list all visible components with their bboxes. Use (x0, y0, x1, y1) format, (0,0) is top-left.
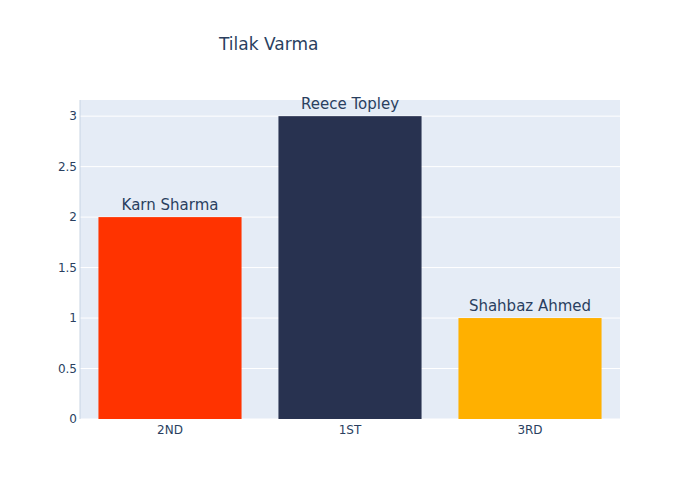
y-tick-label: 2 (69, 210, 77, 224)
bar-annotation: Reece Topley (301, 95, 399, 113)
x-tick-label: 3RD (517, 423, 542, 437)
y-tick-label: 2.5 (58, 160, 77, 174)
bar (458, 318, 601, 419)
y-tick-label: 0.5 (58, 362, 77, 376)
chart-container: 0 0.5 1 1.5 2 2.5 3 2ND Karn Sharma 1ST Reece Topl… (0, 0, 700, 500)
y-tick-label: 1.5 (58, 261, 77, 275)
chart-svg: 0 0.5 1 1.5 2 2.5 3 2ND Karn Sharma 1ST Reece Topl… (0, 0, 700, 500)
bar-annotation: Karn Sharma (122, 196, 219, 214)
x-tick-label: 1ST (339, 423, 362, 437)
y-axis-line (80, 100, 81, 419)
bar (98, 217, 241, 419)
y-tick-label: 0 (69, 412, 77, 426)
bar-annotation: Shahbaz Ahmed (469, 297, 591, 315)
y-tick-label: 1 (69, 311, 77, 325)
x-tick-label: 2ND (157, 423, 183, 437)
bar (278, 116, 421, 419)
plot-background (80, 100, 620, 419)
bars (98, 116, 601, 419)
y-tick-label: 3 (69, 109, 77, 123)
chart-title: Tilak Varma (218, 34, 318, 54)
